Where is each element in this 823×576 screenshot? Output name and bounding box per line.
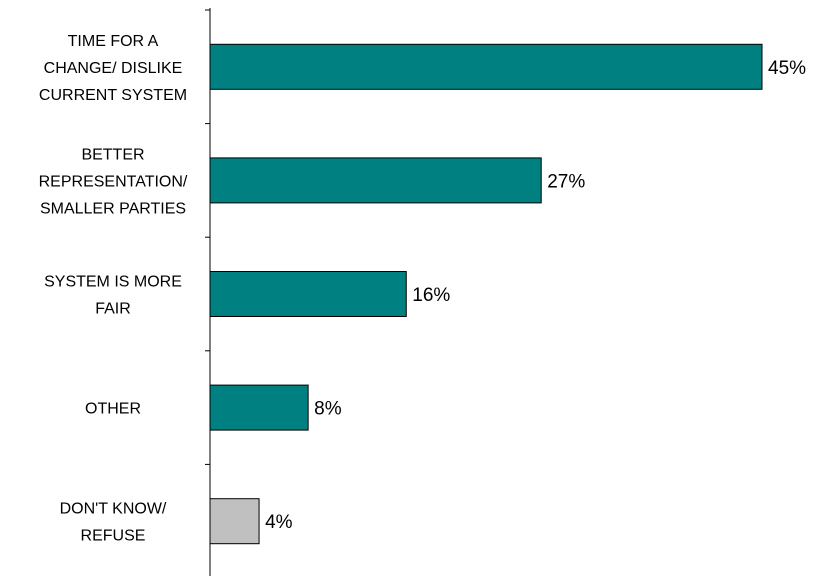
category-label: SYSTEM IS MORE FAIR	[44, 274, 182, 318]
category-label: OTHER	[85, 401, 141, 418]
data-label: 45%	[768, 58, 806, 79]
category-label: DON'T KNOW/REFUSE	[60, 501, 167, 545]
axis-layer	[205, 8, 211, 576]
bar	[209, 157, 542, 204]
bar	[209, 384, 309, 431]
category-label-line: SYSTEM IS MORE	[44, 274, 182, 291]
data-label: 8%	[314, 399, 342, 420]
bar	[209, 498, 260, 545]
category-label-line: BETTER	[81, 146, 144, 163]
category-label-line: FAIR	[95, 301, 131, 318]
bars-layer	[209, 43, 763, 545]
category-label-line: OTHER	[85, 401, 141, 418]
category-label-line: SMALLER PARTIES	[40, 200, 186, 217]
category-label: BETTER REPRESENTATION/SMALLER PARTIES	[39, 146, 188, 217]
bar	[209, 43, 763, 90]
category-label-line: CURRENT SYSTEM	[39, 87, 187, 104]
category-label-line: DON'T KNOW/	[60, 501, 167, 518]
category-label-line: CHANGE/ DISLIKE	[44, 60, 183, 77]
category-label-line: TIME FOR A	[68, 33, 159, 50]
data-label: 16%	[412, 285, 450, 306]
category-label: TIME FOR A CHANGE/ DISLIKE CURRENT SYSTEM	[39, 33, 187, 104]
category-label-line: REPRESENTATION/	[39, 173, 188, 190]
data-label: 27%	[547, 171, 585, 192]
labels-layer: 45% TIME FOR A CHANGE/ DISLIKE CURRENT SYST…	[39, 33, 807, 545]
bar	[209, 271, 407, 317]
data-label: 4%	[265, 512, 293, 533]
category-label-line: REFUSE	[81, 528, 146, 545]
